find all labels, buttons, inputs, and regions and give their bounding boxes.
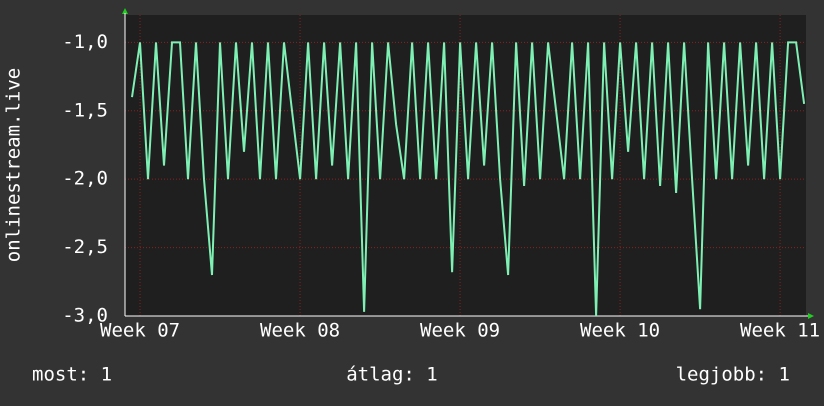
x-tick-label: Week 09 bbox=[420, 320, 500, 342]
footer-average: átlag: 1 bbox=[346, 364, 438, 386]
y-tick-label: -1,0 bbox=[62, 31, 108, 53]
x-tick-label: Week 11 bbox=[740, 320, 820, 342]
y-tick-label: -2,5 bbox=[62, 236, 108, 258]
y-tick-label: -1,5 bbox=[62, 99, 108, 121]
x-axis-arrow bbox=[808, 313, 814, 319]
x-tick-label: Week 08 bbox=[260, 320, 340, 342]
y-axis-label: onlinestream.live bbox=[3, 68, 25, 262]
footer-best: legjobb: 1 bbox=[676, 364, 790, 386]
footer-now: most: 1 bbox=[32, 364, 112, 386]
data-line bbox=[131, 41, 806, 317]
y-axis-arrow bbox=[122, 8, 128, 14]
y-tick-label: -2,0 bbox=[62, 168, 108, 190]
y-tick-label: -3,0 bbox=[62, 305, 108, 327]
x-tick-label: Week 07 bbox=[100, 320, 180, 342]
x-tick-label: Week 10 bbox=[580, 320, 660, 342]
